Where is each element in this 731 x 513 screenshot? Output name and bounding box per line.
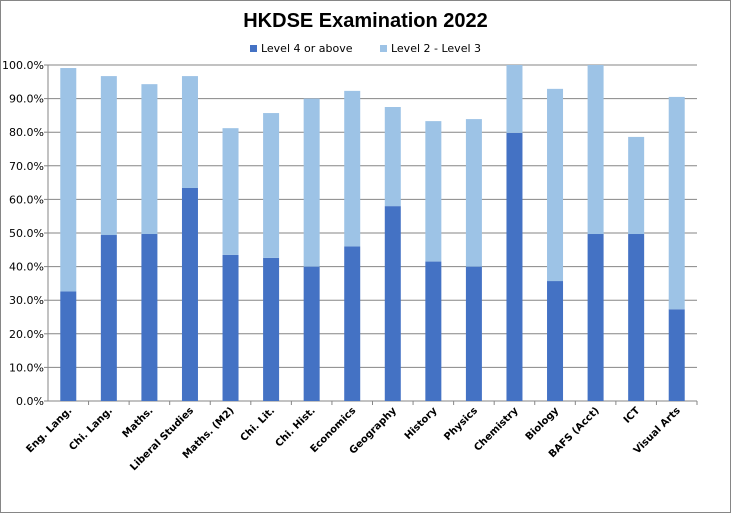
x-tick-label: Physics (442, 405, 480, 443)
bar-level4 (60, 291, 77, 401)
bar-level2-3 (344, 90, 361, 247)
bar-level4 (587, 234, 604, 401)
bar-level4 (181, 187, 198, 401)
bar-level2-3 (628, 136, 645, 235)
bar-level4 (547, 281, 564, 401)
bar-level4 (222, 254, 239, 401)
x-tick-label: Chi. Lang. (67, 405, 115, 453)
bar-level4 (303, 266, 320, 401)
bar-level2-3 (100, 76, 117, 236)
y-tick-label: 0.0% (16, 395, 44, 408)
legend: Level 4 or above Level 2 - Level 3 (0, 42, 731, 55)
x-tick-label: ICT (622, 405, 643, 426)
bar-level2-3 (60, 68, 77, 292)
bar-level2-3 (668, 96, 685, 310)
bar-level2-3 (587, 65, 604, 235)
x-tick-label: Chemistry (472, 405, 521, 454)
legend-item-level4: Level 4 or above (249, 42, 353, 55)
y-tick-label: 60.0% (9, 193, 44, 206)
y-tick-label: 70.0% (9, 160, 44, 173)
y-tick-label: 10.0% (9, 361, 44, 374)
bar-level2-3 (141, 84, 158, 235)
y-tick-label: 50.0% (9, 227, 44, 240)
x-tick-label: History (403, 405, 440, 442)
bar-level4 (384, 206, 401, 401)
chart-title: HKDSE Examination 2022 (243, 10, 488, 32)
bar-level2-3 (425, 121, 442, 262)
legend-label: Level 2 - Level 3 (390, 42, 482, 55)
y-tick-label: 80.0% (9, 126, 44, 139)
x-tick-label: Chi. Lit. (239, 405, 278, 444)
bar-level4 (628, 234, 645, 401)
bar-level2-3 (384, 107, 401, 207)
legend-swatch (379, 45, 387, 52)
bar-level4 (100, 235, 117, 401)
bar-level2-3 (303, 98, 320, 267)
x-tick-label: Eng. Lang. (24, 405, 74, 455)
bar-level2-3 (263, 113, 280, 258)
x-tick-label: Chi. Hist. (274, 405, 318, 449)
bar-level2-3 (465, 119, 482, 267)
legend-item-level2-3: Level 2 - Level 3 (379, 42, 482, 55)
legend-swatch (249, 45, 257, 52)
y-tick-label: 20.0% (9, 328, 44, 341)
bar-level4 (263, 257, 280, 401)
bar-level4 (506, 132, 523, 401)
x-tick-label: Maths. (121, 405, 156, 440)
bar-level4 (425, 261, 442, 401)
bar-level4 (465, 266, 482, 401)
bar-level2-3 (222, 128, 239, 255)
y-tick-label: 90.0% (9, 93, 44, 106)
bar-level4 (344, 246, 361, 401)
bar-level2-3 (547, 88, 564, 282)
y-tick-label: 40.0% (9, 261, 44, 274)
legend-label: Level 4 or above (260, 42, 353, 55)
x-tick-label: Biology (524, 405, 562, 443)
bar-level4 (141, 234, 158, 401)
bar-level4 (668, 309, 685, 401)
y-tick-label: 100.0% (2, 59, 44, 72)
bar-level2-3 (506, 65, 523, 133)
bar-level2-3 (181, 76, 198, 188)
y-tick-label: 30.0% (9, 294, 44, 307)
